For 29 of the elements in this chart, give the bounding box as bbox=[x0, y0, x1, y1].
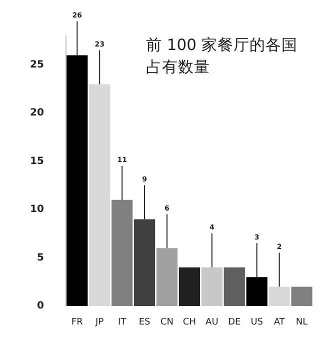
y-tick-label: 5 bbox=[36, 252, 44, 264]
bar bbox=[89, 84, 110, 306]
x-tick-label: CN bbox=[160, 318, 174, 328]
bar bbox=[178, 267, 200, 306]
bar bbox=[156, 248, 178, 306]
bar bbox=[66, 55, 88, 306]
bar bbox=[224, 267, 245, 306]
x-tick-label: CH bbox=[182, 318, 196, 328]
x-tick-label: JP bbox=[94, 318, 104, 328]
x-tick-label: DE bbox=[228, 318, 241, 328]
y-tick-label: 0 bbox=[36, 300, 44, 312]
x-tick-label: IT bbox=[118, 318, 127, 328]
text: 前 100 家餐厅的各国占有数量 bbox=[146, 35, 298, 78]
bar bbox=[134, 219, 156, 306]
bar bbox=[112, 200, 133, 306]
x-tick-label: US bbox=[250, 318, 264, 328]
y-tick-label: 10 bbox=[30, 204, 44, 216]
bar bbox=[291, 286, 312, 306]
y-tick-label: 20 bbox=[30, 108, 44, 119]
x-tick-label: ES bbox=[138, 318, 151, 328]
x-tick-label: NL bbox=[296, 318, 308, 328]
bar bbox=[201, 267, 222, 306]
y-tick-label: 25 bbox=[30, 60, 44, 71]
x-tick-label: FR bbox=[71, 318, 83, 328]
bar bbox=[246, 277, 268, 306]
x-tick-label: AU bbox=[206, 318, 218, 328]
x-tick-label: AT bbox=[274, 318, 286, 328]
bar bbox=[268, 286, 290, 306]
y-tick-label: 15 bbox=[30, 156, 44, 167]
